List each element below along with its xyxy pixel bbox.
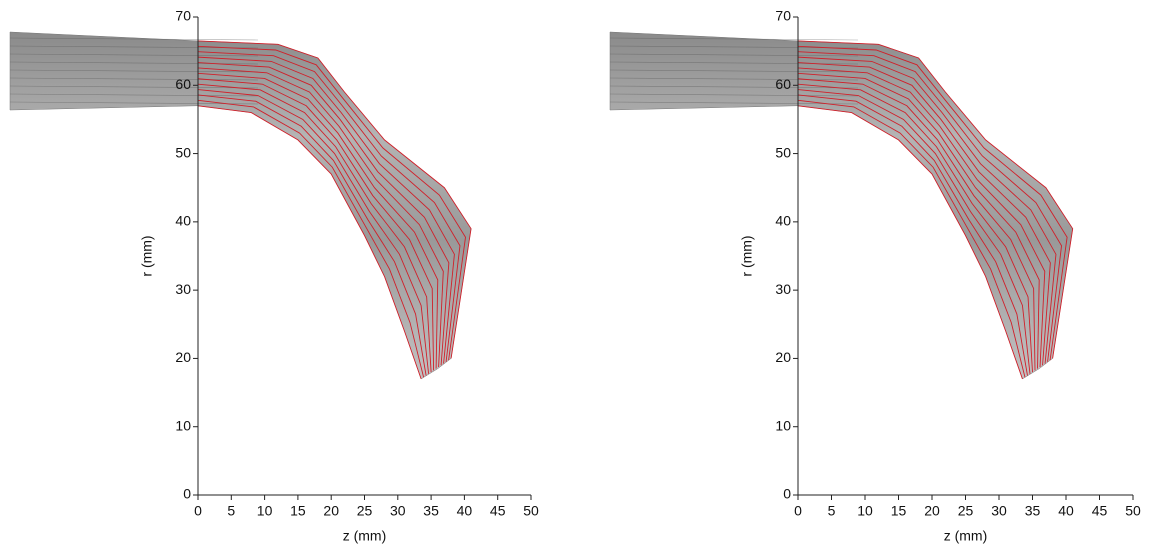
flow-line <box>197 89 430 374</box>
texture-stripe <box>9 77 259 81</box>
x-tick-label: 35 <box>1025 503 1041 519</box>
x-tick-label: 5 <box>828 503 836 519</box>
flow-line <box>197 56 455 364</box>
y-tick-label: 20 <box>775 349 791 365</box>
x-tick-label: 15 <box>891 503 907 519</box>
texture-stripe <box>609 69 859 73</box>
flow-line <box>797 72 1040 369</box>
flow-line <box>797 99 1026 378</box>
specimen-image <box>9 31 472 380</box>
texture-stripe <box>9 93 259 97</box>
x-tick-label: 25 <box>958 503 974 519</box>
texture-stripe <box>609 101 859 105</box>
texture-stripe <box>9 69 259 73</box>
flow-line <box>797 94 1028 376</box>
y-tick-label: 0 <box>783 486 791 502</box>
x-tick-label: 20 <box>924 503 940 519</box>
texture-stripe <box>609 85 859 89</box>
x-tick-label: 45 <box>490 503 506 519</box>
x-tick-label: 50 <box>523 503 539 519</box>
specimen-image <box>609 31 1073 380</box>
y-axis-label: r (mm) <box>739 235 755 276</box>
flow-line <box>797 89 1031 374</box>
texture-stripe <box>9 45 259 49</box>
x-tick-label: 0 <box>794 503 802 519</box>
flow-line <box>197 99 425 378</box>
flow-line <box>197 51 461 362</box>
texture-stripe <box>9 37 259 41</box>
x-axis-label: z (mm) <box>944 528 988 544</box>
x-tick-label: 35 <box>423 503 439 519</box>
y-tick-label: 10 <box>775 417 791 433</box>
flow-line <box>797 56 1057 364</box>
x-tick-label: 15 <box>290 503 306 519</box>
y-tick-label: 70 <box>775 8 791 24</box>
flow-line <box>797 105 1023 380</box>
panel: 0 10 20 30 40 50 60 70 0 5 10 15 20 25 30 35 40 45 50 z (mm… <box>9 8 539 544</box>
flow-line <box>197 78 435 371</box>
flow-line <box>197 40 472 359</box>
x-tick-label: 30 <box>390 503 406 519</box>
texture-stripe <box>609 37 859 41</box>
flow-line <box>197 67 444 367</box>
texture-stripe <box>609 77 859 81</box>
flow-line <box>797 45 1068 361</box>
flow-line <box>797 51 1062 362</box>
y-tick-label: 30 <box>175 281 191 297</box>
x-tick-label: 45 <box>1092 503 1108 519</box>
texture-stripe <box>9 101 259 105</box>
y-axis-label: r (mm) <box>139 235 155 276</box>
x-tick-label: 0 <box>194 503 202 519</box>
texture-stripe <box>609 45 859 49</box>
y-tick-label: 40 <box>175 213 191 229</box>
flow-line <box>797 62 1051 366</box>
flow-line <box>197 72 439 369</box>
x-tick-label: 40 <box>1058 503 1074 519</box>
x-tick-label: 20 <box>323 503 339 519</box>
x-tick-label: 5 <box>227 503 235 519</box>
y-tick-label: 70 <box>175 8 191 24</box>
texture-stripe <box>9 85 259 89</box>
x-tick-label: 40 <box>457 503 473 519</box>
flow-line <box>797 83 1033 373</box>
x-tick-label: 10 <box>857 503 873 519</box>
y-tick-label: 0 <box>183 486 191 502</box>
y-tick-label: 60 <box>175 76 191 92</box>
y-tick-label: 60 <box>775 76 791 92</box>
flow-line <box>197 45 466 361</box>
flow-line <box>197 62 450 366</box>
x-tick-label: 10 <box>257 503 273 519</box>
flow-line <box>197 105 422 380</box>
x-tick-label: 50 <box>1125 503 1141 519</box>
y-tick-label: 50 <box>175 144 191 160</box>
x-tick-label: 30 <box>991 503 1007 519</box>
flow-line <box>197 83 432 373</box>
y-tick-label: 20 <box>175 349 191 365</box>
flow-line <box>797 40 1074 359</box>
y-tick-label: 30 <box>775 281 791 297</box>
y-tick-label: 40 <box>775 213 791 229</box>
x-tick-label: 25 <box>357 503 373 519</box>
texture-stripe <box>9 53 259 57</box>
x-axis-label: z (mm) <box>343 528 387 544</box>
panel: 0 10 20 30 40 50 60 70 0 5 10 15 20 25 30 35 40 45 50 z (mm… <box>609 8 1141 544</box>
flow-line <box>797 78 1036 371</box>
y-tick-label: 10 <box>175 417 191 433</box>
flow-line <box>797 67 1046 367</box>
flow-line <box>197 94 427 376</box>
texture-stripe <box>609 53 859 57</box>
texture-stripe <box>609 93 859 97</box>
y-tick-label: 50 <box>775 144 791 160</box>
